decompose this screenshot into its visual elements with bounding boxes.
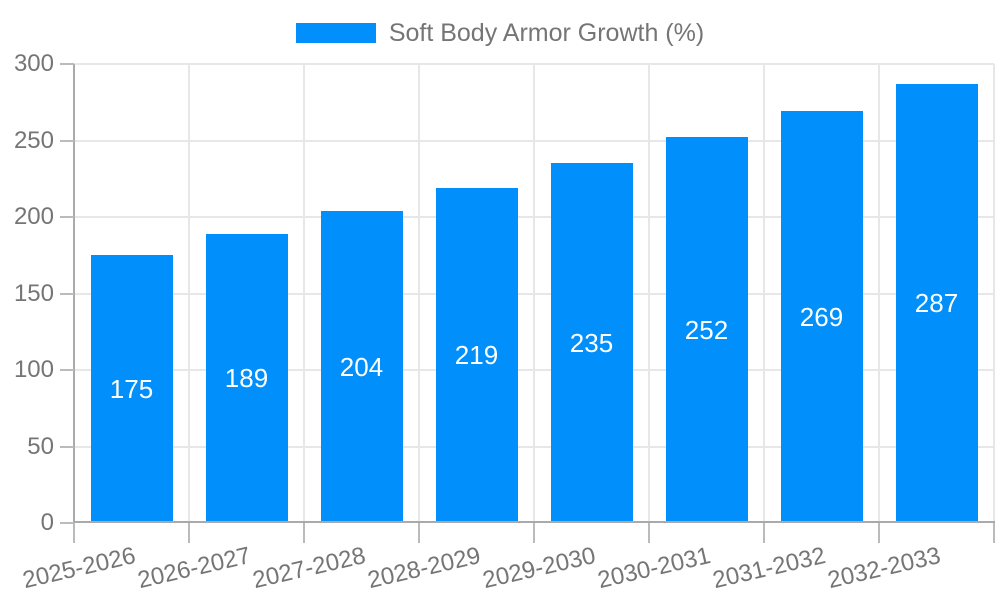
- x-tick-mark: [418, 523, 420, 543]
- bar-value-label: 204: [339, 351, 384, 382]
- bar-value-label: 175: [109, 374, 154, 405]
- x-axis-line: [73, 521, 995, 523]
- y-tick-mark: [60, 445, 74, 448]
- x-tick-mark: [878, 523, 880, 543]
- y-axis-tick-label: 150: [13, 279, 54, 307]
- v-gridline: [303, 64, 305, 523]
- x-tick-mark: [993, 523, 995, 543]
- y-tick-mark: [60, 369, 74, 371]
- v-gridline: [418, 64, 420, 523]
- bar[interactable]: [780, 111, 863, 523]
- bar[interactable]: [895, 83, 978, 523]
- y-axis-tick-label: 300: [13, 50, 54, 77]
- y-tick-mark: [60, 522, 74, 524]
- bar-value-label: 252: [684, 315, 729, 346]
- bar[interactable]: [665, 137, 748, 523]
- legend-label: Soft Body Armor Growth (%): [388, 18, 705, 47]
- y-tick-mark: [60, 139, 74, 142]
- y-axis-tick-label: 100: [13, 356, 54, 383]
- y-tick-mark: [60, 292, 74, 295]
- y-axis-tick-label: 50: [27, 432, 54, 460]
- y-axis-tick-label: 250: [13, 126, 54, 154]
- legend-swatch: [295, 23, 376, 43]
- bar[interactable]: [550, 163, 633, 523]
- y-axis-tick-label: 0: [40, 509, 54, 536]
- y-tick-mark: [60, 216, 74, 218]
- x-tick-mark: [533, 523, 535, 543]
- y-axis-line: [73, 64, 75, 523]
- bar-value-label: 235: [569, 328, 614, 359]
- v-gridline: [763, 64, 765, 523]
- bar[interactable]: [320, 210, 403, 523]
- x-tick-mark: [73, 523, 75, 543]
- bar-value-label: 287: [914, 288, 959, 319]
- bar[interactable]: [90, 255, 173, 523]
- v-gridline: [533, 64, 535, 523]
- y-axis-tick-label: 200: [13, 203, 54, 230]
- x-tick-mark: [763, 523, 765, 543]
- x-tick-mark: [303, 523, 305, 543]
- v-gridline: [648, 64, 650, 523]
- v-gridline: [188, 64, 190, 523]
- x-tick-mark: [188, 523, 190, 543]
- y-tick-mark: [60, 63, 74, 65]
- v-gridline: [878, 64, 880, 523]
- bar-value-label: 219: [454, 340, 499, 371]
- bar[interactable]: [435, 187, 518, 523]
- legend[interactable]: Soft Body Armor Growth (%): [0, 0, 1000, 49]
- v-gridline: [993, 64, 995, 523]
- plot-area: 175 189 204 219 235 252 269 287: [73, 63, 995, 523]
- bar-value-label: 269: [799, 302, 844, 333]
- bar[interactable]: [205, 233, 288, 523]
- x-tick-mark: [648, 523, 650, 543]
- bar-value-label: 189: [224, 363, 269, 394]
